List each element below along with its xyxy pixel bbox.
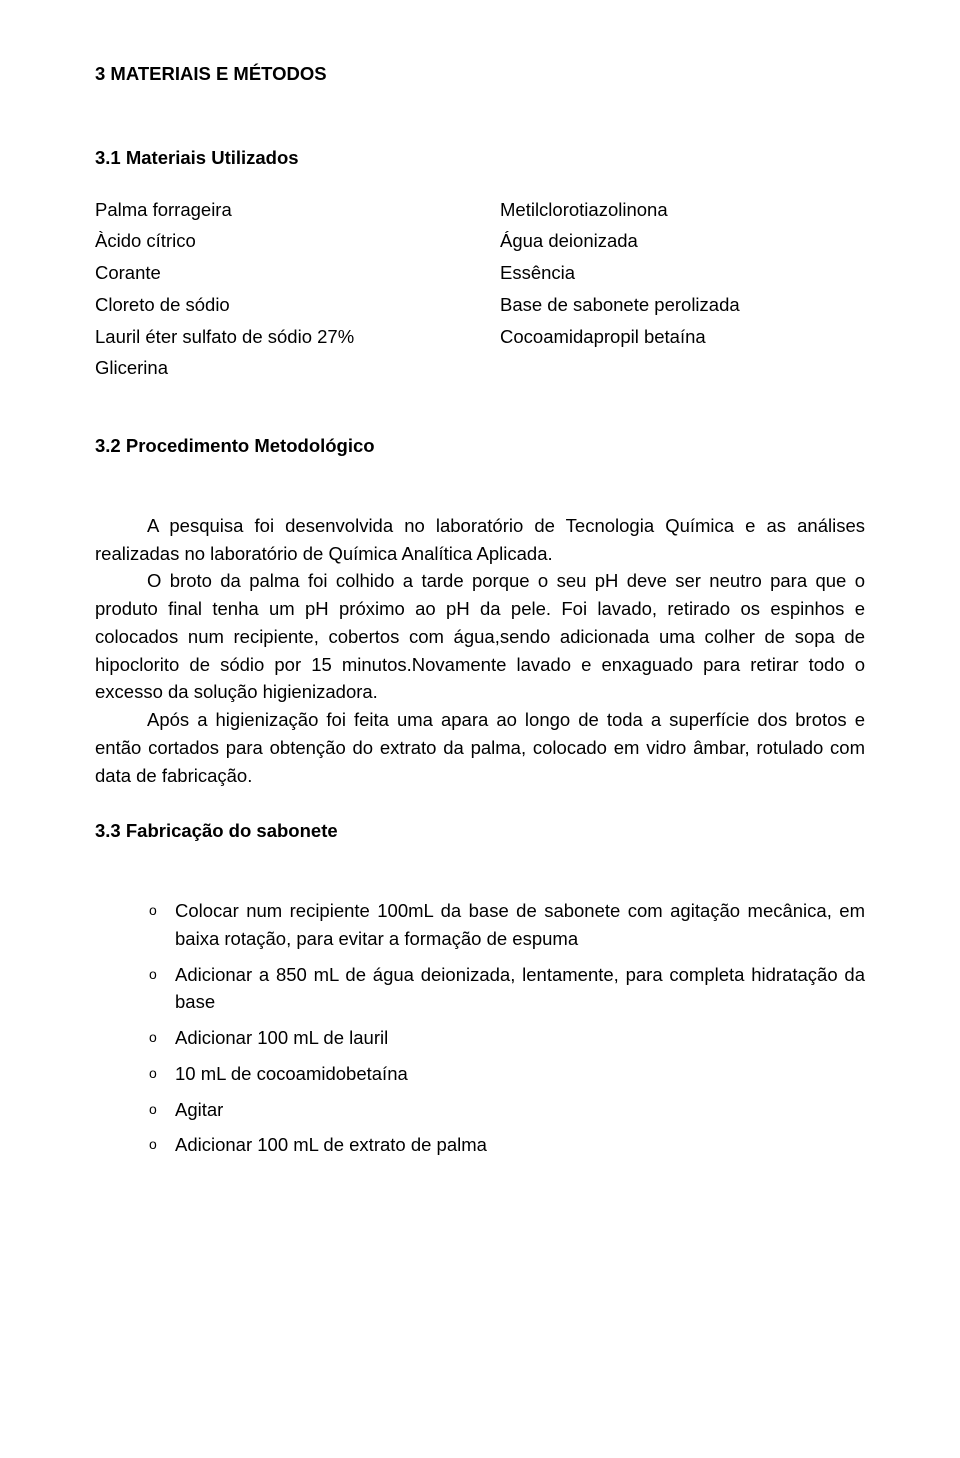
list-text: Adicionar 100 mL de extrato de palma <box>175 1131 865 1159</box>
list-item: o Agitar <box>149 1096 865 1124</box>
list-marker: o <box>149 1131 175 1158</box>
material-item: Cloreto de sódio <box>95 291 460 319</box>
material-item: Base de sabonete perolizada <box>500 291 865 319</box>
materials-right-column: Metilclorotiazolinona Água deionizada Es… <box>500 196 865 387</box>
section-heading: 3 MATERIAIS E MÉTODOS <box>95 60 865 88</box>
list-item: o Adicionar 100 mL de extrato de palma <box>149 1131 865 1159</box>
list-text: 10 mL de cocoamidobetaína <box>175 1060 865 1088</box>
material-item: Metilclorotiazolinona <box>500 196 865 224</box>
material-item: Lauril éter sulfato de sódio 27% <box>95 323 460 351</box>
material-item: Cocoamidapropil betaína <box>500 323 865 351</box>
list-item: o Adicionar 100 mL de lauril <box>149 1024 865 1052</box>
material-item: Essência <box>500 259 865 287</box>
material-item: Glicerina <box>95 354 460 382</box>
subsection-heading-materials: 3.1 Materiais Utilizados <box>95 144 865 172</box>
list-text: Adicionar 100 mL de lauril <box>175 1024 865 1052</box>
subsection-heading-methodology: 3.2 Procedimento Metodológico <box>95 432 865 460</box>
list-marker: o <box>149 897 175 924</box>
list-item: o Colocar num recipiente 100mL da base d… <box>149 897 865 953</box>
list-text: Adicionar a 850 mL de água deionizada, l… <box>175 961 865 1017</box>
material-item: Corante <box>95 259 460 287</box>
material-item: Àcido cítrico <box>95 227 460 255</box>
materials-left-column: Palma forrageira Àcido cítrico Corante C… <box>95 196 460 387</box>
paragraph: O broto da palma foi colhido a tarde por… <box>95 567 865 706</box>
material-item: Água deionizada <box>500 227 865 255</box>
list-marker: o <box>149 961 175 988</box>
list-marker: o <box>149 1096 175 1123</box>
list-text: Colocar num recipiente 100mL da base de … <box>175 897 865 953</box>
list-marker: o <box>149 1024 175 1051</box>
material-item: Palma forrageira <box>95 196 460 224</box>
list-item: o 10 mL de cocoamidobetaína <box>149 1060 865 1088</box>
list-text: Agitar <box>175 1096 865 1124</box>
subsection-heading-fabrication: 3.3 Fabricação do sabonete <box>95 817 865 845</box>
list-marker: o <box>149 1060 175 1087</box>
materials-columns: Palma forrageira Àcido cítrico Corante C… <box>95 196 865 387</box>
list-item: o Adicionar a 850 mL de água deionizada,… <box>149 961 865 1017</box>
steps-list: o Colocar num recipiente 100mL da base d… <box>149 897 865 1159</box>
methodology-body: A pesquisa foi desenvolvida no laboratór… <box>95 512 865 790</box>
paragraph: Após a higienização foi feita uma apara … <box>95 706 865 789</box>
paragraph: A pesquisa foi desenvolvida no laboratór… <box>95 512 865 568</box>
